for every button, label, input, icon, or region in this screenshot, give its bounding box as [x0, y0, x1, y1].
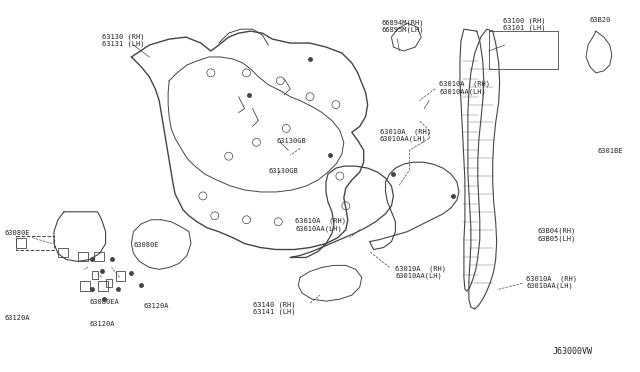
Text: 63130GB: 63130GB: [268, 168, 298, 174]
Bar: [16, 238, 26, 247]
Text: 63010A  (RH)
63010AA(LH): 63010A (RH) 63010AA(LH): [527, 275, 577, 289]
Text: 63B04(RH)
63B05(LH): 63B04(RH) 63B05(LH): [538, 228, 575, 242]
Text: 63010A  (RH)
63010AA(LH): 63010A (RH) 63010AA(LH): [380, 128, 431, 142]
Bar: [58, 247, 68, 257]
Bar: [80, 281, 90, 291]
Text: 63080E: 63080E: [4, 230, 30, 236]
Bar: [98, 281, 108, 291]
Text: 63010A  (RH)
63010AA(LH): 63010A (RH) 63010AA(LH): [295, 218, 346, 232]
Bar: [116, 271, 125, 281]
Text: 63010A  (RH)
63010AA(LH): 63010A (RH) 63010AA(LH): [396, 265, 447, 279]
Text: 66894M(RH)
66895M(LH): 66894M(RH) 66895M(LH): [381, 19, 424, 33]
Text: 6301BE: 6301BE: [598, 148, 623, 154]
Text: 63010A  (RH)
63010AA(LH): 63010A (RH) 63010AA(LH): [439, 81, 490, 95]
Text: 63120A: 63120A: [143, 303, 169, 309]
Bar: [106, 279, 111, 287]
Text: 63120A: 63120A: [4, 315, 30, 321]
Bar: [93, 251, 104, 262]
Text: 63100 (RH)
63101 (LH): 63100 (RH) 63101 (LH): [502, 17, 545, 31]
Text: 63080E: 63080E: [133, 241, 159, 248]
Bar: [92, 271, 98, 279]
Text: 63130GB: 63130GB: [276, 138, 306, 144]
Text: J63000VW: J63000VW: [552, 347, 592, 356]
Text: 63B20: 63B20: [590, 17, 611, 23]
Text: 63080EA: 63080EA: [90, 299, 120, 305]
Text: 63130 (RH)
63131 (LH): 63130 (RH) 63131 (LH): [102, 33, 144, 47]
Text: 63120A: 63120A: [90, 321, 115, 327]
Text: 63140 (RH)
63141 (LH): 63140 (RH) 63141 (LH): [253, 301, 295, 315]
Bar: [78, 251, 88, 262]
